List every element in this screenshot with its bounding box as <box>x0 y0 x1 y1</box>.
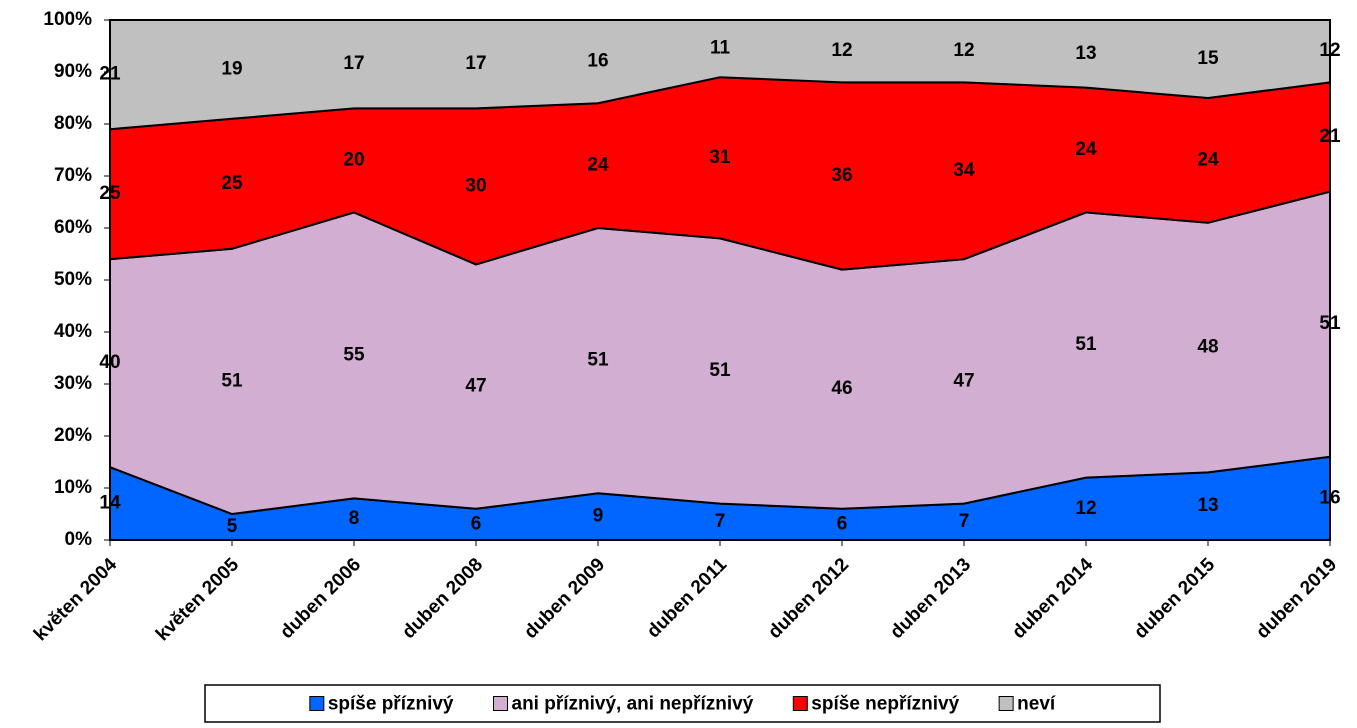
x-tick-label: duben 2012 <box>764 554 853 643</box>
data-label: 24 <box>587 155 609 176</box>
data-label: 15 <box>1197 48 1219 69</box>
y-tick-label: 30% <box>54 373 92 394</box>
data-label: 47 <box>953 370 974 391</box>
data-label: 51 <box>587 350 609 371</box>
legend-label: spíše příznivý <box>328 694 454 715</box>
y-tick-label: 40% <box>54 321 92 342</box>
data-label: 47 <box>465 376 486 397</box>
y-tick-label: 60% <box>54 217 92 238</box>
data-label: 11 <box>710 38 731 59</box>
data-label: 20 <box>343 149 364 170</box>
legend-swatch <box>309 696 325 711</box>
data-label: 48 <box>1197 337 1218 358</box>
data-label: 17 <box>343 53 364 74</box>
legend-label: ani příznivý, ani nepříznivý <box>512 694 754 715</box>
data-label: 34 <box>953 160 975 181</box>
data-label: 55 <box>343 344 365 365</box>
data-label: 36 <box>831 165 852 186</box>
y-tick-label: 10% <box>54 477 92 498</box>
area <box>109 190 1331 516</box>
data-label: 17 <box>465 53 486 74</box>
data-label: 8 <box>349 508 360 529</box>
x-tick-label: duben 2008 <box>398 554 487 643</box>
data-label: 24 <box>1075 139 1097 160</box>
data-label: 46 <box>831 378 852 399</box>
y-tick-label: 50% <box>54 269 92 290</box>
legend-swatch <box>493 696 508 711</box>
legend-label: neví <box>1017 694 1056 715</box>
data-label: 6 <box>471 513 482 534</box>
y-tick-label: 70% <box>54 165 92 186</box>
y-tick-label: 20% <box>54 425 92 446</box>
x-tick-label: duben 2009 <box>520 554 609 643</box>
data-label: 51 <box>221 370 243 391</box>
data-label: 9 <box>593 506 604 527</box>
x-tick-label: duben 2014 <box>1008 554 1097 643</box>
data-label: 12 <box>831 40 852 61</box>
data-label: 30 <box>465 175 486 196</box>
data-label: 6 <box>837 513 848 534</box>
data-label: 13 <box>1075 43 1096 64</box>
data-label: 12 <box>953 40 974 61</box>
data-label: 25 <box>221 173 243 194</box>
data-label: 5 <box>227 516 238 537</box>
data-label: 7 <box>959 511 970 532</box>
x-tick-label: květen 2005 <box>152 554 243 645</box>
data-label: 7 <box>715 511 726 532</box>
data-label: 51 <box>1075 334 1097 355</box>
legend-label: spíše nepříznivý <box>811 694 959 715</box>
legend-swatch <box>792 696 808 711</box>
y-tick-label: 90% <box>54 61 92 82</box>
data-label: 12 <box>1075 498 1096 519</box>
data-label: 24 <box>1197 149 1219 170</box>
legend-swatch <box>998 696 1014 711</box>
data-label: 19 <box>221 58 242 79</box>
x-tick-label: duben 2013 <box>886 554 975 643</box>
x-tick-label: duben 2015 <box>1130 554 1219 643</box>
data-label: 31 <box>709 147 731 168</box>
y-tick-label: 0% <box>65 529 93 550</box>
data-label: 13 <box>1197 495 1218 516</box>
x-tick-label: květen 2004 <box>30 554 121 645</box>
x-tick-label: duben 2011 <box>643 554 731 642</box>
y-tick-label: 80% <box>54 113 92 134</box>
y-tick-label: 100% <box>43 9 92 30</box>
data-label: 51 <box>709 360 731 381</box>
data-label: 16 <box>587 51 608 72</box>
x-tick-label: duben 2019 <box>1252 554 1341 643</box>
x-tick-label: duben 2006 <box>276 554 365 643</box>
